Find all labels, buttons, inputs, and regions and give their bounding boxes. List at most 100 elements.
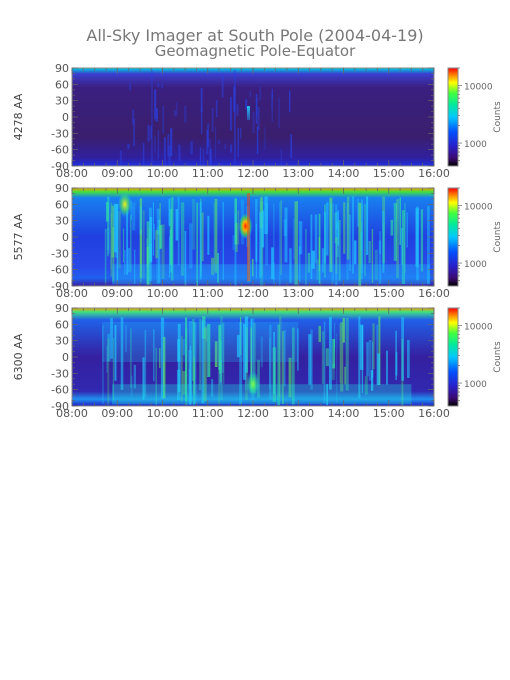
auroral-streak [129, 215, 132, 272]
bright-spot [246, 106, 250, 121]
auroral-streak [175, 209, 179, 241]
auroral-streak [153, 224, 156, 240]
auroral-streak [372, 341, 374, 378]
auroral-streak [416, 206, 419, 281]
auroral-streak [148, 228, 152, 285]
heatmap-streak [127, 144, 130, 149]
auroral-streak [214, 198, 218, 273]
auroral-streak [234, 212, 237, 286]
auroral-streak [393, 203, 398, 261]
auroral-streak [364, 204, 366, 277]
colorbar [448, 308, 458, 406]
auroral-streak [382, 210, 385, 273]
auroral-streak [334, 322, 336, 348]
x-tick-label: 09:00 [101, 167, 133, 180]
heatmap-streak [163, 137, 166, 166]
auroral-streak [376, 324, 378, 385]
auroral-streak [160, 317, 165, 399]
heatmap-streak [200, 109, 203, 135]
auroral-streak [102, 325, 104, 405]
auroral-streak [192, 319, 195, 381]
auroral-streak [188, 369, 191, 389]
auroral-streak [360, 231, 363, 251]
auroral-streak [337, 210, 339, 246]
auroral-streak [273, 262, 275, 280]
auroral-streak [326, 202, 329, 256]
bright-streak [246, 193, 250, 281]
y-axis-label: 4278 AA [12, 93, 25, 140]
auroral-streak [318, 325, 322, 343]
heatmap-streak [224, 143, 226, 149]
heatmap-streak [168, 145, 171, 166]
auroral-streak [159, 203, 161, 250]
auroral-streak [415, 208, 419, 268]
auroral-streak [156, 226, 159, 284]
auroral-streak [366, 196, 369, 255]
auroral-streak [181, 336, 183, 402]
y-tick-label: 60 [55, 318, 69, 331]
heatmap-streak [221, 74, 224, 98]
auroral-streak [331, 203, 335, 284]
heatmap-texture [119, 70, 293, 166]
heatmap-streak [178, 144, 181, 162]
heatmap-streak [154, 89, 157, 120]
heatmap-streak [154, 135, 156, 153]
auroral-streak [139, 229, 142, 283]
heatmap-streak [215, 99, 218, 117]
auroral-streak [326, 383, 329, 405]
auroral-streak [210, 379, 214, 397]
auroral-streak [401, 210, 406, 285]
auroral-streak [130, 200, 132, 220]
auroral-streak [201, 320, 205, 404]
auroral-streak [318, 236, 321, 272]
auroral-streak [110, 202, 113, 277]
auroral-streak [368, 340, 372, 381]
auroral-streak [310, 329, 313, 390]
colorbar-tick-label: 10000 [464, 322, 493, 332]
auroral-streak [132, 202, 136, 231]
heatmap-background [72, 68, 434, 166]
auroral-streak [420, 209, 424, 272]
heatmap-streak [230, 144, 233, 153]
auroral-streak [130, 328, 132, 388]
heatmap-streak [229, 96, 232, 131]
auroral-streak [321, 331, 325, 384]
auroral-streak [265, 202, 269, 266]
auroral-streak [361, 325, 364, 393]
auroral-streak [339, 324, 341, 384]
heatmap-streak [252, 111, 255, 133]
auroral-streak [218, 325, 220, 404]
auroral-streak [334, 212, 337, 244]
auroral-streak [314, 214, 318, 264]
y-tick-label: 30 [55, 335, 69, 348]
x-tick-label: 14:00 [328, 407, 360, 420]
heatmap-streak [129, 83, 131, 91]
auroral-streak [239, 321, 243, 405]
x-tick-label: 13:00 [282, 167, 314, 180]
auroral-streak [130, 375, 133, 397]
auroral-streak [321, 248, 325, 273]
auroral-streak [395, 330, 397, 380]
auroral-streak [364, 376, 368, 395]
auroral-streak [127, 247, 131, 273]
auroral-streak [328, 316, 332, 390]
y-tick-label: -30 [51, 367, 69, 380]
auroral-streak [329, 197, 333, 273]
heatmap-streak [271, 94, 273, 111]
auroral-streak [311, 250, 315, 269]
auroral-streak [118, 211, 121, 269]
auroral-streak [188, 350, 192, 405]
y-tick-label: 30 [55, 215, 69, 228]
auroral-streak [383, 223, 385, 271]
colorbar-label: Counts [493, 221, 503, 253]
auroral-streak [188, 321, 193, 402]
auroral-streak [291, 327, 295, 405]
auroral-streak [120, 317, 124, 390]
auroral-streak [280, 200, 282, 276]
auroral-streak [207, 215, 210, 255]
auroral-streak [335, 237, 338, 274]
auroral-streak [112, 337, 115, 401]
auroral-streak [158, 219, 161, 284]
heatmap-streak [245, 99, 248, 110]
